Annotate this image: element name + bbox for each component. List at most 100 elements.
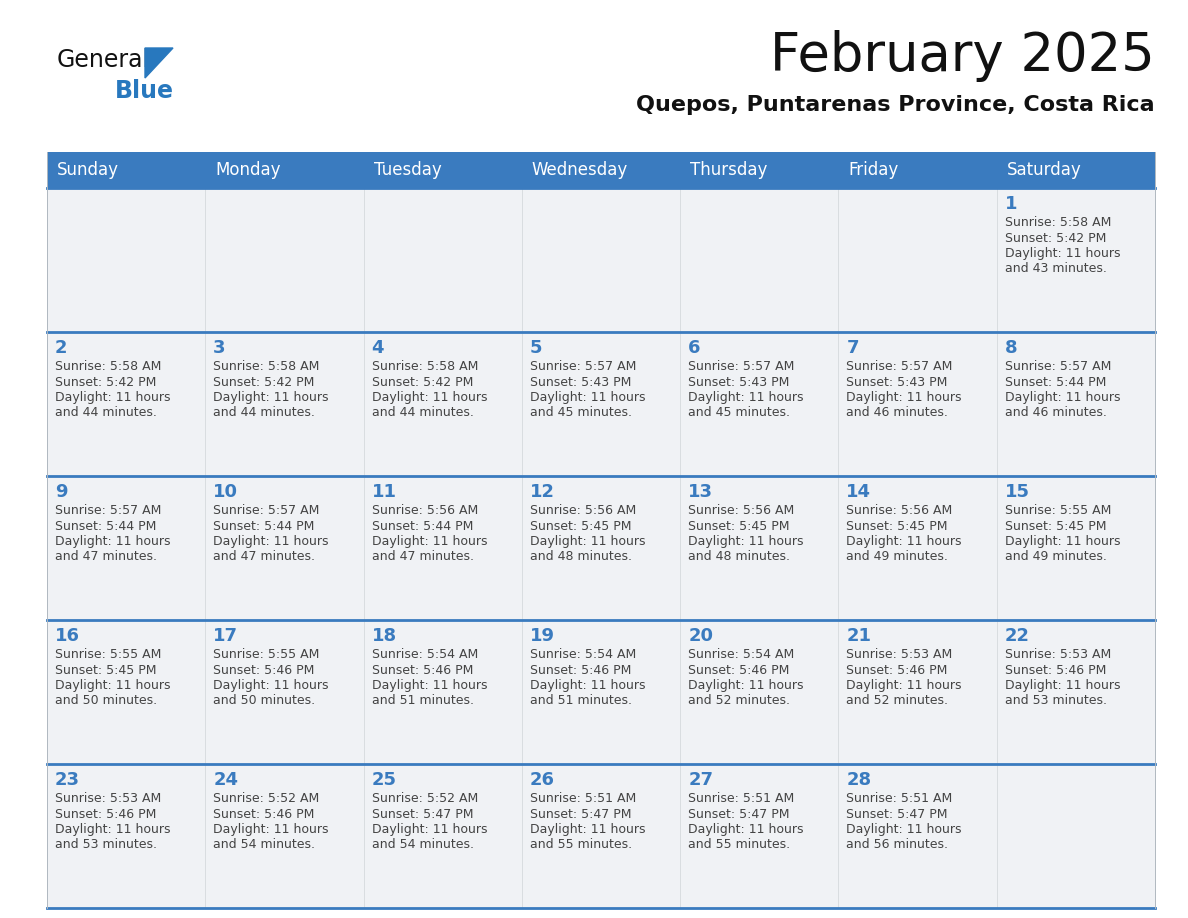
Text: Daylight: 11 hours: Daylight: 11 hours: [372, 823, 487, 836]
Bar: [681, 764, 839, 908]
Text: Daylight: 11 hours: Daylight: 11 hours: [214, 679, 329, 692]
Text: 6: 6: [688, 339, 701, 357]
Bar: [839, 188, 997, 332]
Text: Sunset: 5:46 PM: Sunset: 5:46 PM: [214, 664, 315, 677]
Text: Sunset: 5:44 PM: Sunset: 5:44 PM: [55, 520, 157, 532]
Text: 18: 18: [372, 627, 397, 645]
Text: and 55 minutes.: and 55 minutes.: [530, 838, 632, 852]
Text: Sunrise: 5:56 AM: Sunrise: 5:56 AM: [688, 504, 795, 517]
Text: and 47 minutes.: and 47 minutes.: [55, 551, 157, 564]
Bar: [48, 152, 206, 188]
Text: 22: 22: [1005, 627, 1030, 645]
Text: Daylight: 11 hours: Daylight: 11 hours: [372, 535, 487, 548]
Text: and 56 minutes.: and 56 minutes.: [846, 838, 948, 852]
Text: Daylight: 11 hours: Daylight: 11 hours: [846, 823, 962, 836]
Text: and 54 minutes.: and 54 minutes.: [372, 838, 474, 852]
Text: Sunrise: 5:54 AM: Sunrise: 5:54 AM: [530, 648, 636, 661]
Text: Sunset: 5:46 PM: Sunset: 5:46 PM: [55, 808, 157, 821]
Bar: [839, 476, 997, 620]
Text: 11: 11: [372, 483, 397, 501]
Bar: [839, 764, 997, 908]
Text: Sunrise: 5:58 AM: Sunrise: 5:58 AM: [55, 360, 162, 373]
Bar: [48, 188, 206, 332]
Text: and 48 minutes.: and 48 minutes.: [530, 551, 632, 564]
Bar: [997, 152, 1155, 188]
Text: Sunrise: 5:57 AM: Sunrise: 5:57 AM: [688, 360, 795, 373]
Bar: [522, 764, 681, 908]
Text: 27: 27: [688, 771, 713, 789]
Text: Sunset: 5:44 PM: Sunset: 5:44 PM: [372, 520, 473, 532]
Text: 16: 16: [55, 627, 80, 645]
Text: Sunrise: 5:54 AM: Sunrise: 5:54 AM: [372, 648, 478, 661]
Text: Monday: Monday: [215, 161, 280, 179]
Bar: [364, 152, 522, 188]
Text: and 50 minutes.: and 50 minutes.: [55, 695, 157, 708]
Text: Sunrise: 5:57 AM: Sunrise: 5:57 AM: [1005, 360, 1111, 373]
Text: Daylight: 11 hours: Daylight: 11 hours: [530, 679, 645, 692]
Text: Tuesday: Tuesday: [373, 161, 441, 179]
Text: Daylight: 11 hours: Daylight: 11 hours: [214, 391, 329, 404]
Text: Sunset: 5:47 PM: Sunset: 5:47 PM: [846, 808, 948, 821]
Text: Daylight: 11 hours: Daylight: 11 hours: [372, 391, 487, 404]
Text: Daylight: 11 hours: Daylight: 11 hours: [55, 535, 171, 548]
Text: Sunrise: 5:51 AM: Sunrise: 5:51 AM: [688, 792, 795, 805]
Bar: [206, 764, 364, 908]
Text: Sunrise: 5:53 AM: Sunrise: 5:53 AM: [55, 792, 162, 805]
Bar: [48, 332, 206, 476]
Text: Daylight: 11 hours: Daylight: 11 hours: [846, 391, 962, 404]
Bar: [206, 476, 364, 620]
Text: Daylight: 11 hours: Daylight: 11 hours: [55, 679, 171, 692]
Text: 23: 23: [55, 771, 80, 789]
Text: Sunset: 5:45 PM: Sunset: 5:45 PM: [1005, 520, 1106, 532]
Text: Sunset: 5:42 PM: Sunset: 5:42 PM: [55, 375, 157, 388]
Text: 8: 8: [1005, 339, 1017, 357]
Bar: [997, 476, 1155, 620]
Text: Daylight: 11 hours: Daylight: 11 hours: [55, 391, 171, 404]
Text: Daylight: 11 hours: Daylight: 11 hours: [1005, 391, 1120, 404]
Text: 25: 25: [372, 771, 397, 789]
Text: Sunset: 5:44 PM: Sunset: 5:44 PM: [1005, 375, 1106, 388]
Text: Daylight: 11 hours: Daylight: 11 hours: [846, 679, 962, 692]
Text: Daylight: 11 hours: Daylight: 11 hours: [688, 391, 803, 404]
Text: Sunrise: 5:57 AM: Sunrise: 5:57 AM: [846, 360, 953, 373]
Text: Sunset: 5:45 PM: Sunset: 5:45 PM: [846, 520, 948, 532]
Text: 17: 17: [214, 627, 239, 645]
Text: 12: 12: [530, 483, 555, 501]
Text: and 47 minutes.: and 47 minutes.: [372, 551, 474, 564]
Text: 24: 24: [214, 771, 239, 789]
Text: and 54 minutes.: and 54 minutes.: [214, 838, 315, 852]
Bar: [681, 188, 839, 332]
Text: Sunrise: 5:53 AM: Sunrise: 5:53 AM: [1005, 648, 1111, 661]
Bar: [522, 188, 681, 332]
Text: and 44 minutes.: and 44 minutes.: [55, 407, 157, 420]
Text: General: General: [57, 48, 150, 72]
Text: 2: 2: [55, 339, 68, 357]
Text: Sunset: 5:46 PM: Sunset: 5:46 PM: [214, 808, 315, 821]
Text: 15: 15: [1005, 483, 1030, 501]
Text: and 51 minutes.: and 51 minutes.: [530, 695, 632, 708]
Text: Daylight: 11 hours: Daylight: 11 hours: [688, 679, 803, 692]
Text: and 52 minutes.: and 52 minutes.: [688, 695, 790, 708]
Text: 26: 26: [530, 771, 555, 789]
Bar: [364, 332, 522, 476]
Bar: [522, 152, 681, 188]
Bar: [839, 152, 997, 188]
Text: Daylight: 11 hours: Daylight: 11 hours: [530, 535, 645, 548]
Text: and 55 minutes.: and 55 minutes.: [688, 838, 790, 852]
Text: Sunset: 5:43 PM: Sunset: 5:43 PM: [530, 375, 631, 388]
Text: Sunset: 5:43 PM: Sunset: 5:43 PM: [846, 375, 948, 388]
Text: Daylight: 11 hours: Daylight: 11 hours: [688, 535, 803, 548]
Bar: [681, 332, 839, 476]
Bar: [206, 152, 364, 188]
Text: 20: 20: [688, 627, 713, 645]
Text: and 46 minutes.: and 46 minutes.: [846, 407, 948, 420]
Text: and 47 minutes.: and 47 minutes.: [214, 551, 315, 564]
Text: 14: 14: [846, 483, 872, 501]
Text: Saturday: Saturday: [1006, 161, 1081, 179]
Text: Sunset: 5:46 PM: Sunset: 5:46 PM: [1005, 664, 1106, 677]
Text: 7: 7: [846, 339, 859, 357]
Text: Sunrise: 5:58 AM: Sunrise: 5:58 AM: [372, 360, 478, 373]
Text: Sunrise: 5:51 AM: Sunrise: 5:51 AM: [846, 792, 953, 805]
Bar: [364, 188, 522, 332]
Bar: [839, 332, 997, 476]
